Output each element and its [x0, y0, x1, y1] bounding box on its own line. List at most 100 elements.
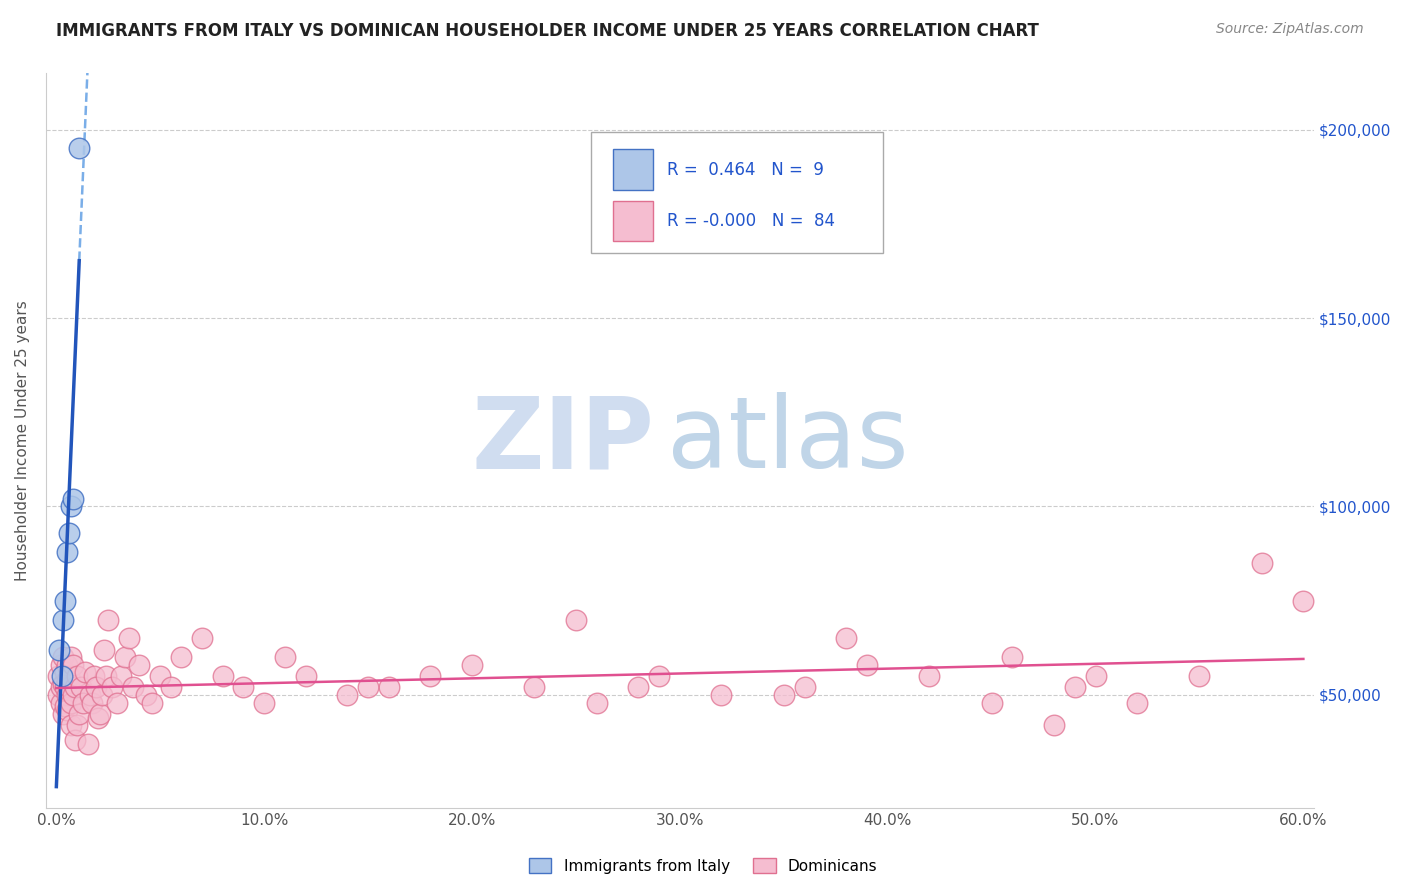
Point: [62, 657, 84, 672]
Point: [62, 491, 84, 506]
Point: [141, 696, 163, 710]
Point: [97, 613, 120, 627]
Point: [59, 696, 82, 710]
Point: [52, 706, 75, 721]
Point: [75, 665, 97, 680]
Point: [170, 650, 193, 665]
Point: [59, 650, 82, 665]
Point: [565, 613, 588, 627]
Point: [84, 681, 107, 695]
Point: [49, 681, 72, 695]
Point: [980, 696, 1002, 710]
Point: [55, 688, 77, 702]
Point: [1084, 669, 1107, 683]
Point: [585, 696, 607, 710]
Text: IMMIGRANTS FROM ITALY VS DOMINICAN HOUSEHOLDER INCOME UNDER 25 YEARS CORRELATION: IMMIGRANTS FROM ITALY VS DOMINICAN HOUSE…: [56, 22, 1039, 40]
Point: [96, 669, 118, 683]
Text: R = -0.000   N =  84: R = -0.000 N = 84: [668, 212, 835, 230]
Point: [122, 681, 145, 695]
Point: [70, 681, 93, 695]
Point: [58, 669, 80, 683]
Point: [55, 657, 77, 672]
Point: [1001, 650, 1024, 665]
Point: [1063, 681, 1085, 695]
Point: [83, 669, 105, 683]
Point: [66, 669, 89, 683]
FancyBboxPatch shape: [591, 132, 883, 253]
Point: [191, 632, 214, 646]
Point: [110, 669, 132, 683]
Point: [523, 681, 546, 695]
Point: [1043, 718, 1066, 732]
Point: [710, 688, 733, 702]
Point: [1292, 593, 1315, 607]
Point: [49, 696, 72, 710]
Point: [48, 688, 70, 702]
Point: [63, 733, 86, 747]
Point: [72, 696, 94, 710]
Point: [58, 525, 80, 540]
Point: [52, 676, 75, 690]
Point: [52, 613, 75, 627]
Point: [59, 500, 82, 514]
Point: [419, 669, 441, 683]
Point: [53, 593, 76, 607]
Point: [55, 545, 77, 559]
Point: [232, 681, 254, 695]
Text: R =  0.464   N =  9: R = 0.464 N = 9: [668, 161, 824, 178]
Point: [149, 669, 172, 683]
Point: [53, 699, 76, 714]
Point: [91, 688, 114, 702]
Point: [62, 688, 84, 702]
Point: [53, 681, 76, 695]
Point: [105, 696, 128, 710]
Point: [1250, 556, 1272, 570]
Text: Source: ZipAtlas.com: Source: ZipAtlas.com: [1216, 22, 1364, 37]
Legend: Immigrants from Italy, Dominicans: Immigrants from Italy, Dominicans: [523, 852, 883, 880]
Point: [378, 681, 401, 695]
Point: [856, 657, 879, 672]
Point: [128, 657, 150, 672]
Point: [55, 673, 77, 687]
Point: [48, 642, 70, 657]
Point: [159, 681, 181, 695]
Point: [1126, 696, 1149, 710]
Point: [835, 632, 858, 646]
Point: [89, 706, 111, 721]
Point: [48, 669, 70, 683]
Point: [918, 669, 941, 683]
Point: [59, 718, 82, 732]
Point: [51, 669, 73, 683]
Point: [461, 657, 484, 672]
Point: [55, 703, 77, 717]
Point: [253, 696, 276, 710]
Point: [49, 657, 72, 672]
Point: [114, 650, 136, 665]
Point: [63, 681, 86, 695]
Text: ZIP: ZIP: [471, 392, 655, 489]
Point: [67, 141, 90, 155]
Point: [648, 669, 671, 683]
Point: [80, 696, 103, 710]
Point: [274, 650, 297, 665]
Point: [67, 706, 90, 721]
Point: [66, 718, 89, 732]
Point: [793, 681, 815, 695]
Point: [211, 669, 233, 683]
Point: [135, 688, 157, 702]
Point: [101, 681, 124, 695]
Point: [357, 681, 380, 695]
Point: [52, 650, 75, 665]
Point: [336, 688, 359, 702]
Point: [294, 669, 316, 683]
Bar: [613, 150, 654, 190]
Point: [58, 681, 80, 695]
Point: [1188, 669, 1211, 683]
Point: [772, 688, 794, 702]
Point: [53, 665, 76, 680]
Y-axis label: Householder Income Under 25 years: Householder Income Under 25 years: [15, 300, 30, 581]
Point: [87, 710, 110, 724]
Point: [93, 642, 115, 657]
Point: [79, 688, 101, 702]
Point: [627, 681, 650, 695]
